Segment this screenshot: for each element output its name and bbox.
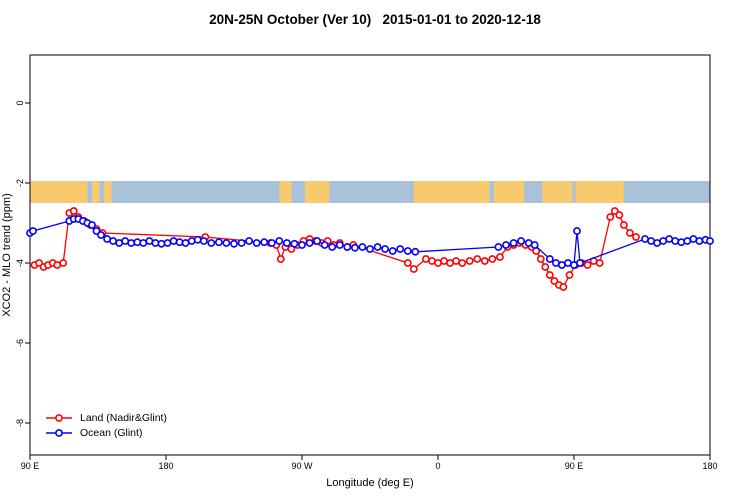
legend-item-ocean: Ocean (Glint) bbox=[44, 425, 167, 440]
legend-label-land: Land (Nadir&Glint) bbox=[80, 411, 167, 424]
svg-text:90 E: 90 E bbox=[565, 461, 584, 471]
land-series-symbol bbox=[46, 413, 72, 422]
x-axis-label: Longitude (deg E) bbox=[326, 477, 414, 489]
svg-text:0: 0 bbox=[15, 100, 25, 105]
chart-title: 20N-25N October (Ver 10) 2015-01-01 to 2… bbox=[209, 12, 541, 27]
ocean-series-symbol bbox=[46, 428, 72, 437]
svg-text:180: 180 bbox=[158, 461, 173, 471]
svg-text:-8: -8 bbox=[15, 419, 25, 427]
legend-label-ocean: Ocean (Glint) bbox=[80, 426, 143, 439]
svg-text:-6: -6 bbox=[15, 339, 25, 347]
svg-text:-4: -4 bbox=[15, 259, 25, 267]
legend: Land (Nadir&Glint) Ocean (Glint) bbox=[44, 410, 167, 440]
svg-text:90 E: 90 E bbox=[21, 461, 40, 471]
svg-text:0: 0 bbox=[435, 461, 440, 471]
svg-text:-2: -2 bbox=[15, 179, 25, 187]
svg-text:90 W: 90 W bbox=[291, 461, 313, 471]
legend-item-land: Land (Nadir&Glint) bbox=[44, 410, 167, 425]
svg-text:180: 180 bbox=[702, 461, 717, 471]
